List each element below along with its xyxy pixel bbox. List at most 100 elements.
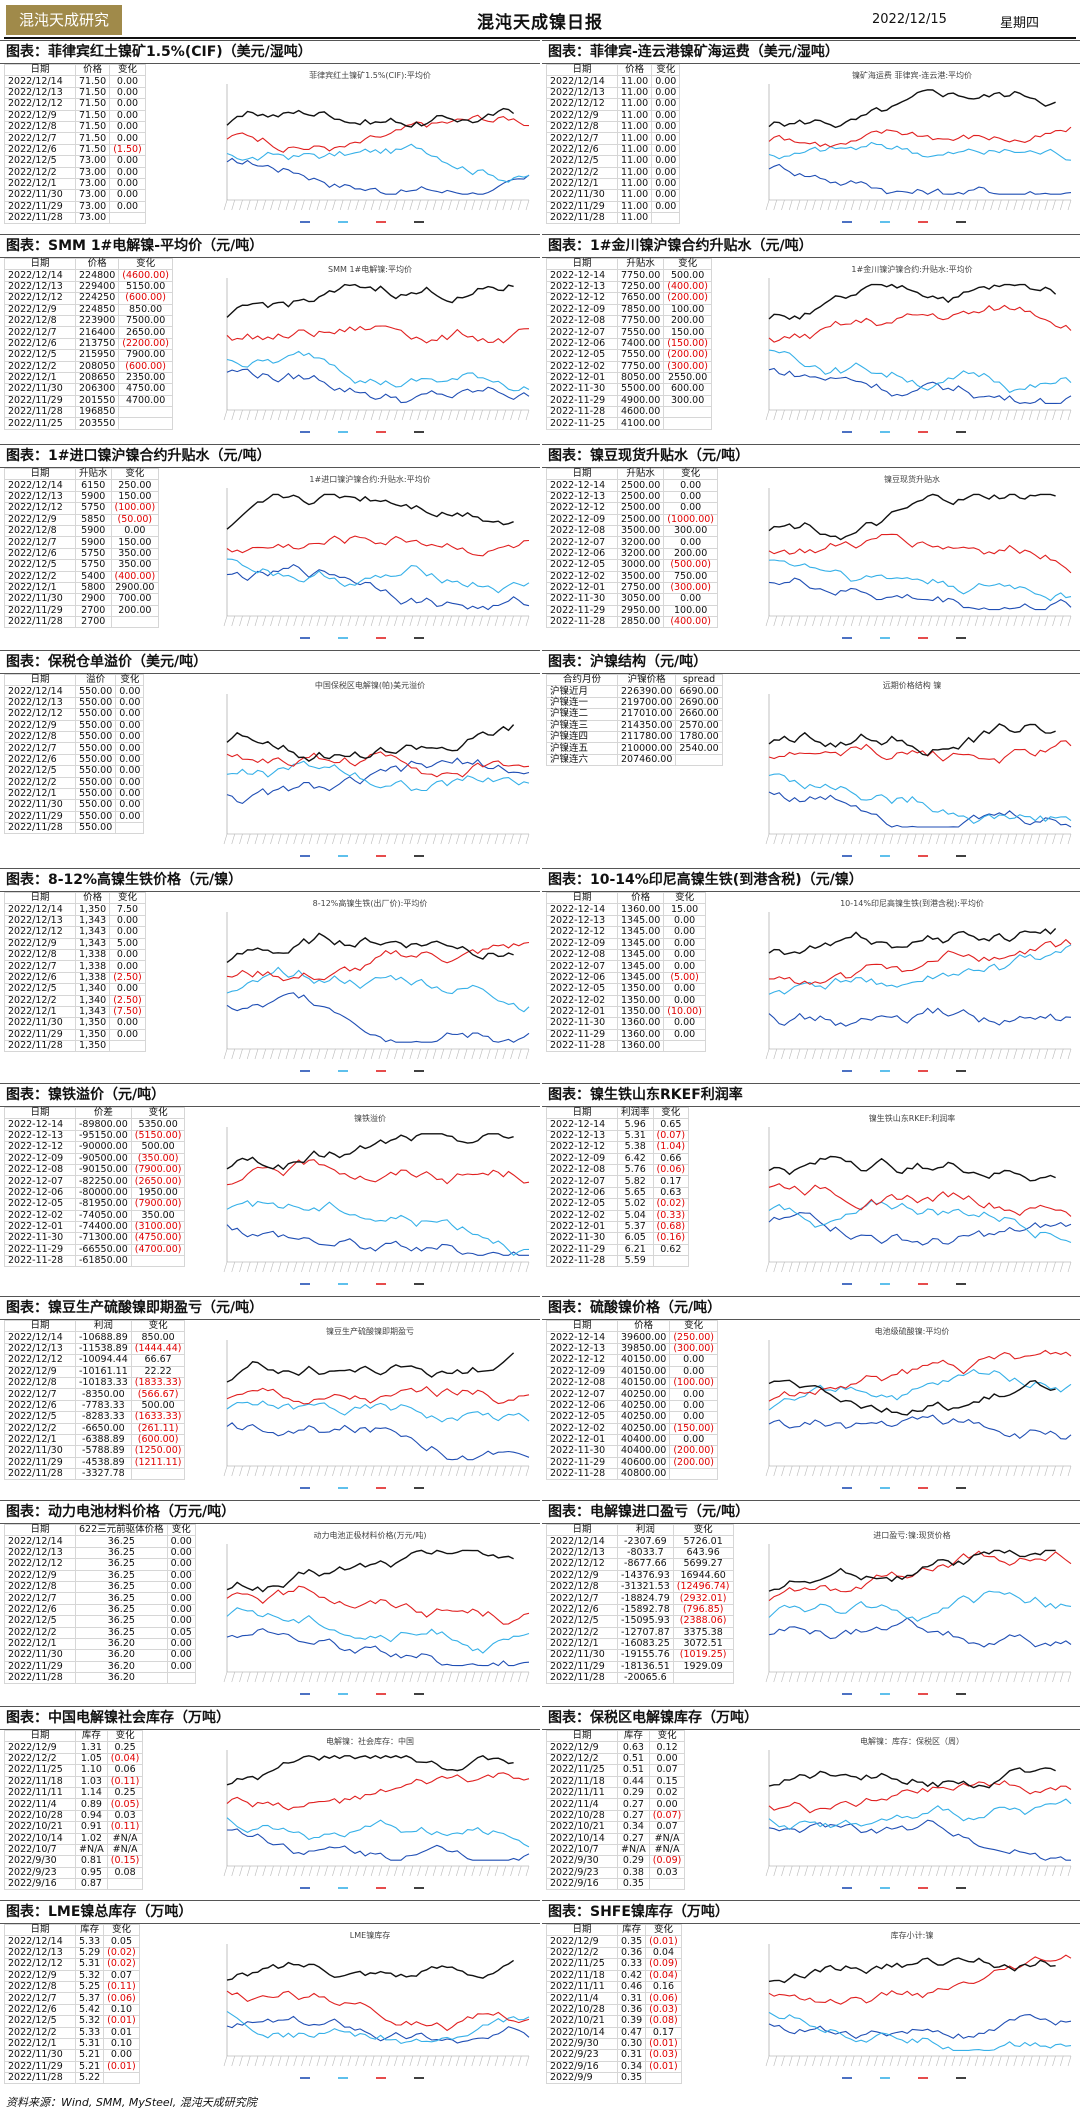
value-cell: 11.00: [616, 200, 653, 214]
change-cell: 4700.00: [118, 394, 173, 408]
value-cell: 1345.00: [616, 926, 665, 939]
column-header: 变化: [651, 63, 681, 77]
x-tick: [1067, 2055, 1072, 2067]
x-tick: [339, 1865, 344, 1877]
x-tick: [796, 2055, 801, 2067]
data-table: 日期 溢价 变化 2022/12/14 550.00 0.00 2022/12/13 550.…: [4, 673, 145, 835]
date-cell: 2022/11/25: [4, 417, 76, 430]
series-line: [768, 1007, 1072, 1027]
x-tick: [943, 2055, 948, 2067]
x-tick: [1005, 615, 1010, 627]
date-cell: 2022/12/7: [4, 742, 76, 755]
value-cell: 71.50: [74, 109, 111, 122]
change-cell: (50.00): [110, 513, 160, 526]
x-tick: [1059, 1048, 1064, 1060]
x-tick: [246, 1465, 251, 1477]
x-tick: [254, 1865, 259, 1877]
table-row: 2022-11-25 4100.00: [546, 417, 712, 430]
value-cell: 5.38: [617, 1141, 654, 1154]
panel-title: 图表：SMM 1#电解镍-平均价（元/吨）: [0, 234, 540, 258]
x-tick: [1052, 833, 1056, 845]
column-header: 价格: [74, 63, 111, 77]
x-tick: [401, 2055, 406, 2067]
x-tick: [231, 615, 236, 627]
table-row: 2022-12-08 5.76 (0.06): [546, 1163, 690, 1177]
x-tick: [347, 1865, 352, 1877]
x-tick: [231, 833, 236, 845]
value-cell: 214350.00: [616, 719, 677, 732]
x-tick: [827, 1671, 832, 1683]
x-tick: [773, 833, 778, 845]
change-cell: (2650.00): [130, 1175, 186, 1188]
panel-title: 图表：SHFE镍库存（万吨）: [542, 1900, 1080, 1924]
x-tick: [1028, 199, 1033, 211]
date-cell: 2022/11/28: [546, 1672, 618, 1685]
chart-title: 进口盈亏:镍:现货价格: [873, 1530, 950, 1540]
series-line: [226, 157, 530, 195]
date-cell: 2022/12/14: [546, 75, 618, 88]
value-cell: 7250.00: [616, 280, 665, 294]
x-tick: [347, 1261, 352, 1273]
date-cell: 2022/9/16: [546, 1878, 618, 1891]
x-tick: [339, 199, 344, 211]
table-row: 2022-12-02 1350.00 0.00: [546, 994, 706, 1007]
series-line: [226, 114, 530, 153]
value-cell: 5.96: [617, 1118, 654, 1131]
x-tick: [974, 1261, 979, 1273]
x-tick: [308, 1048, 313, 1060]
table-row: 2022-12-05 1350.00 0.00: [546, 983, 706, 996]
x-tick: [835, 833, 839, 845]
table-row: 2022-12-14 -89800.00 5350.00: [4, 1118, 186, 1131]
x-tick: [781, 1671, 785, 1683]
value-cell: 11.00: [616, 143, 653, 157]
x-tick: [1036, 1048, 1041, 1060]
column-header: 变化: [672, 1523, 734, 1537]
table-row: 2022-12-01 5.37 (0.68): [546, 1220, 690, 1234]
table-row: 2022/12/2 0.51 0.00: [546, 1752, 686, 1766]
table-row: 2022-11-29 1360.00 0.00: [546, 1028, 706, 1042]
x-tick: [773, 1865, 778, 1877]
date-cell: 2022/10/14: [546, 2026, 618, 2039]
x-tick: [254, 833, 259, 845]
x-tick: [254, 615, 259, 627]
x-tick: [990, 1865, 994, 1877]
x-tick: [231, 409, 236, 421]
data-table: 日期 价格 变化 2022/12/14 11.00 0.00 2022/12/13 11.00…: [546, 63, 681, 225]
x-tick: [912, 2055, 917, 2067]
x-tick: [1052, 409, 1056, 421]
x-tick: [231, 199, 236, 211]
value-cell: 5.32: [74, 1969, 105, 1982]
value-cell: 1,338: [74, 971, 111, 985]
x-tick: [1013, 1865, 1018, 1877]
value-cell: 36.25: [75, 1569, 168, 1582]
x-tick: [363, 1261, 367, 1273]
x-tick: [959, 1048, 963, 1060]
table-row: 2022-12-12 -90000.00 500.00: [4, 1141, 186, 1154]
table-row: 2022/12/2 1,340 (2.50): [4, 994, 146, 1007]
column-header: 622三元前驱体价格: [75, 1523, 168, 1537]
value-cell: 5.59: [617, 1255, 654, 1268]
change-cell: [663, 406, 712, 419]
value-cell: 1.10: [75, 1764, 108, 1777]
series-line: [768, 723, 1056, 757]
x-tick: [1067, 833, 1072, 845]
x-tick: [1059, 2055, 1064, 2067]
x-tick: [285, 199, 290, 211]
value-cell: 1360.00: [616, 1028, 665, 1042]
x-tick: [363, 409, 367, 421]
value-cell: 36.25: [75, 1535, 168, 1548]
series-line: [226, 1133, 514, 1171]
table-row: 2022/11/28 36.20: [4, 1672, 196, 1685]
value-cell: 196850: [74, 406, 120, 419]
value-cell: -82250.00: [75, 1175, 132, 1188]
x-tick: [486, 199, 491, 211]
change-cell: 0.03: [106, 1809, 144, 1823]
change-cell: (2.50): [109, 971, 146, 985]
change-cell: 3375.38: [672, 1626, 734, 1639]
x-tick: [463, 1048, 468, 1060]
x-tick: [982, 1048, 987, 1060]
table-row: 2022/12/8 5.25 (0.11): [4, 1980, 140, 1994]
x-tick: [370, 199, 375, 211]
series-line: [226, 1755, 514, 1786]
table-row: 2022-12-05 5.02 (0.02): [546, 1198, 690, 1211]
